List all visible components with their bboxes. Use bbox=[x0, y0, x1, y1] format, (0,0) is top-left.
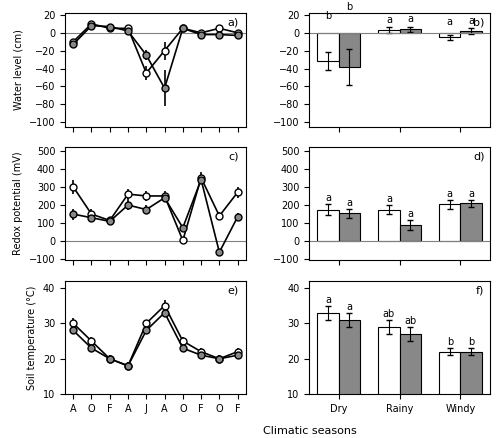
Text: e): e) bbox=[228, 285, 238, 295]
Y-axis label: Water level (cm): Water level (cm) bbox=[13, 29, 23, 110]
Bar bbox=[460, 352, 482, 430]
Text: Climatic seasons: Climatic seasons bbox=[263, 426, 357, 436]
Text: f): f) bbox=[476, 285, 484, 295]
Text: a: a bbox=[386, 194, 392, 204]
Bar bbox=[400, 334, 421, 430]
Bar bbox=[439, 33, 460, 37]
Text: a: a bbox=[407, 14, 413, 24]
Y-axis label: Redox potential (mV): Redox potential (mV) bbox=[13, 152, 23, 255]
Text: a: a bbox=[468, 189, 474, 199]
Bar bbox=[338, 213, 360, 241]
Text: d): d) bbox=[473, 152, 484, 162]
Bar bbox=[460, 31, 482, 33]
Y-axis label: Soil temperature (°C): Soil temperature (°C) bbox=[28, 285, 38, 390]
Text: ab: ab bbox=[404, 316, 416, 326]
Text: a: a bbox=[386, 15, 392, 25]
Text: b: b bbox=[446, 337, 453, 347]
Bar bbox=[378, 327, 400, 430]
Bar bbox=[318, 313, 338, 430]
Bar bbox=[338, 320, 360, 430]
Bar bbox=[338, 33, 360, 67]
Text: a: a bbox=[346, 198, 352, 208]
Text: a: a bbox=[468, 16, 474, 26]
Text: a): a) bbox=[228, 18, 238, 28]
Bar bbox=[439, 352, 460, 430]
Bar bbox=[400, 225, 421, 241]
Bar bbox=[400, 29, 421, 33]
Text: a: a bbox=[325, 193, 331, 203]
Text: b): b) bbox=[473, 18, 484, 28]
Text: a: a bbox=[447, 189, 453, 199]
Text: ab: ab bbox=[383, 309, 395, 319]
Bar bbox=[318, 209, 338, 241]
Text: a: a bbox=[407, 208, 413, 219]
Text: b: b bbox=[325, 11, 331, 21]
Bar bbox=[378, 30, 400, 33]
Text: a: a bbox=[346, 302, 352, 311]
Bar bbox=[460, 203, 482, 241]
Bar bbox=[318, 33, 338, 61]
Text: b: b bbox=[346, 2, 352, 12]
Text: c): c) bbox=[228, 152, 238, 162]
Bar bbox=[439, 204, 460, 241]
Text: a: a bbox=[447, 18, 453, 28]
Bar bbox=[378, 209, 400, 241]
Text: a: a bbox=[325, 294, 331, 304]
Text: b: b bbox=[468, 337, 474, 347]
